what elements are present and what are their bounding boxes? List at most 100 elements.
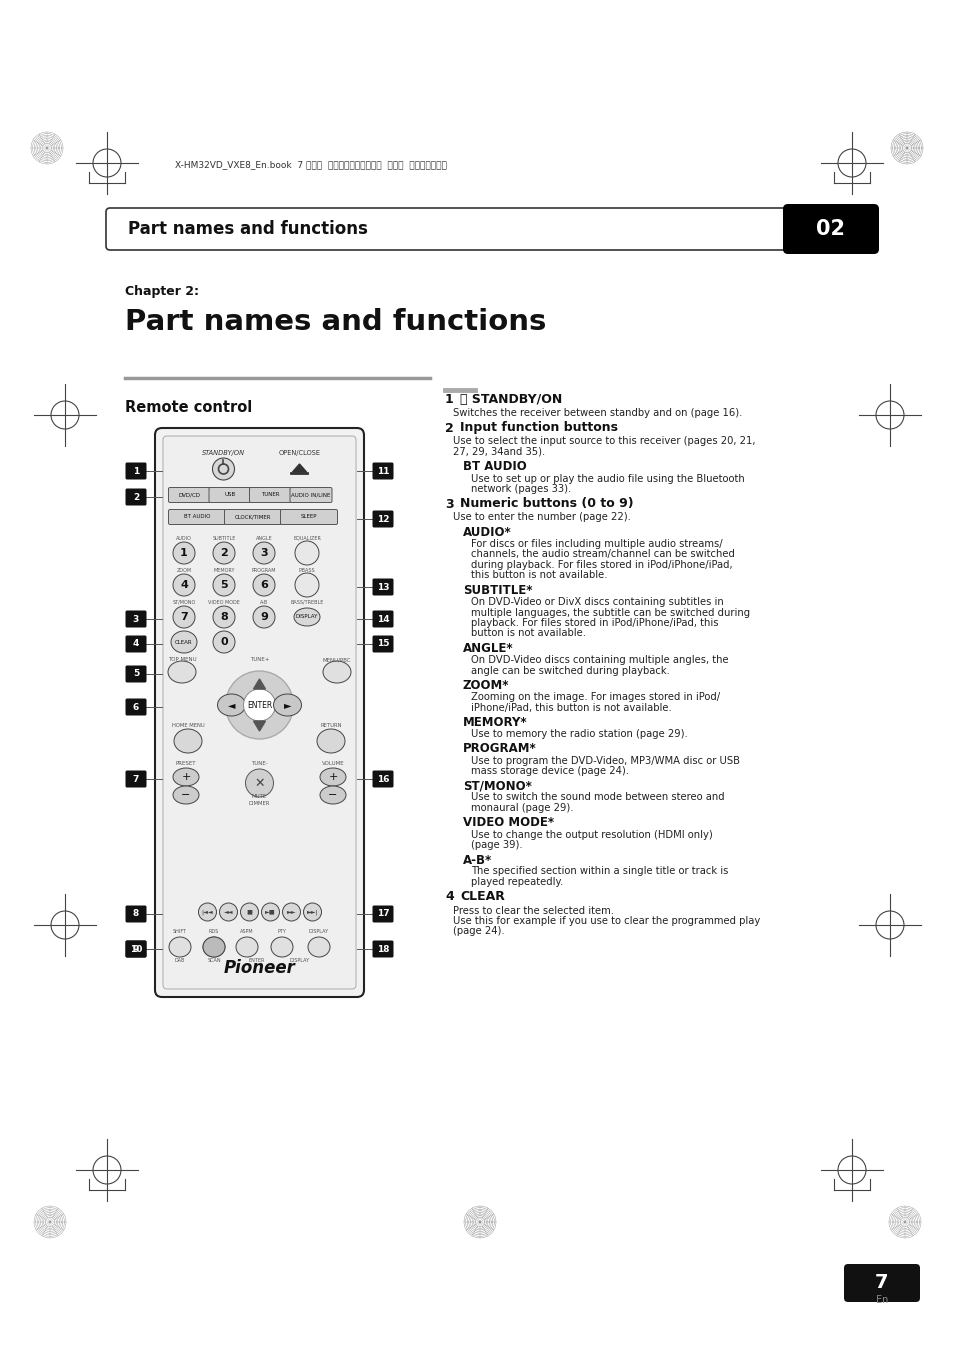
Ellipse shape xyxy=(172,541,194,564)
Ellipse shape xyxy=(168,662,195,683)
Text: DIMMER: DIMMER xyxy=(249,801,270,806)
Ellipse shape xyxy=(213,574,234,595)
Text: A-B*: A-B* xyxy=(462,853,492,867)
Text: OPEN/CLOSE: OPEN/CLOSE xyxy=(278,450,320,456)
Text: ENTER: ENTER xyxy=(249,958,265,963)
FancyBboxPatch shape xyxy=(126,666,147,683)
Text: Remote control: Remote control xyxy=(125,400,252,414)
FancyBboxPatch shape xyxy=(372,510,393,528)
FancyBboxPatch shape xyxy=(126,941,147,957)
Text: playback. For files stored in iPod/iPhone/iPad, this: playback. For files stored in iPod/iPhon… xyxy=(471,618,718,628)
Text: 02: 02 xyxy=(816,219,844,239)
Text: SUBTITLE*: SUBTITLE* xyxy=(462,585,532,597)
FancyBboxPatch shape xyxy=(163,436,355,990)
Text: ANGLE*: ANGLE* xyxy=(462,643,513,655)
Text: BT AUDIO: BT AUDIO xyxy=(184,514,210,520)
Text: Use to switch the sound mode between stereo and: Use to switch the sound mode between ste… xyxy=(471,792,724,802)
Text: On DVD-Video discs containing multiple angles, the: On DVD-Video discs containing multiple a… xyxy=(471,655,728,666)
Text: 4: 4 xyxy=(444,891,454,903)
Ellipse shape xyxy=(253,574,274,595)
Text: TUNE-: TUNE- xyxy=(251,761,268,765)
Text: EQUALIZER: EQUALIZER xyxy=(293,536,320,540)
Text: AUDIO*: AUDIO* xyxy=(462,526,511,539)
Ellipse shape xyxy=(271,937,293,957)
Text: ■: ■ xyxy=(246,910,253,914)
Ellipse shape xyxy=(172,768,199,786)
Text: 5: 5 xyxy=(132,670,139,679)
Text: angle can be switched during playback.: angle can be switched during playback. xyxy=(471,666,669,675)
Ellipse shape xyxy=(169,937,191,957)
FancyBboxPatch shape xyxy=(126,489,147,505)
Text: TUNE+: TUNE+ xyxy=(250,657,269,661)
Text: ⏻ STANDBY/ON: ⏻ STANDBY/ON xyxy=(459,393,561,406)
Text: 3: 3 xyxy=(132,614,139,624)
FancyBboxPatch shape xyxy=(169,487,211,502)
Text: PRESET: PRESET xyxy=(175,761,196,765)
Text: SLEEP: SLEEP xyxy=(300,514,317,520)
Ellipse shape xyxy=(316,729,345,753)
Text: +: + xyxy=(328,772,337,782)
Text: 3: 3 xyxy=(260,548,268,558)
FancyBboxPatch shape xyxy=(126,941,147,957)
Text: 1: 1 xyxy=(444,393,454,406)
Text: multiple languages, the subtitle can be switched during: multiple languages, the subtitle can be … xyxy=(471,608,749,617)
Ellipse shape xyxy=(243,688,275,721)
FancyBboxPatch shape xyxy=(372,579,393,595)
Text: 4: 4 xyxy=(132,640,139,648)
Text: A-B: A-B xyxy=(259,599,268,605)
Text: 2: 2 xyxy=(132,493,139,501)
Text: Use to set up or play the audio file using the Bluetooth: Use to set up or play the audio file usi… xyxy=(471,474,744,483)
Text: 3: 3 xyxy=(444,498,453,510)
Text: BASS/TREBLE: BASS/TREBLE xyxy=(290,599,323,605)
Text: 11: 11 xyxy=(376,467,389,475)
Text: mass storage device (page 24).: mass storage device (page 24). xyxy=(471,765,628,776)
Text: |◄◄: |◄◄ xyxy=(201,910,213,915)
Text: ►►|: ►►| xyxy=(306,910,318,915)
Text: 7: 7 xyxy=(874,1273,888,1292)
Text: 9: 9 xyxy=(132,945,139,953)
Circle shape xyxy=(213,458,234,481)
Text: DAB: DAB xyxy=(174,958,185,963)
Ellipse shape xyxy=(213,541,234,564)
Text: Use to enter the number (page 22).: Use to enter the number (page 22). xyxy=(453,513,630,522)
FancyBboxPatch shape xyxy=(372,610,393,628)
Text: VIDEO MODE*: VIDEO MODE* xyxy=(462,817,554,829)
Text: 18: 18 xyxy=(376,945,389,953)
Text: button is not available.: button is not available. xyxy=(471,629,585,639)
FancyBboxPatch shape xyxy=(250,487,292,502)
Text: VOLUME: VOLUME xyxy=(321,761,344,765)
FancyBboxPatch shape xyxy=(372,636,393,652)
Text: MEMORY: MEMORY xyxy=(213,567,234,572)
Text: 9: 9 xyxy=(260,612,268,622)
Ellipse shape xyxy=(294,572,318,597)
Text: ►►: ►► xyxy=(287,910,296,914)
Ellipse shape xyxy=(294,541,318,566)
Text: X-HM32VD_VXE8_En.book  7 ページ  ２０１４年３月２８日  金曜日  午後２時１９分: X-HM32VD_VXE8_En.book 7 ページ ２０１４年３月２８日 金… xyxy=(174,161,446,170)
FancyBboxPatch shape xyxy=(372,463,393,479)
Ellipse shape xyxy=(261,903,279,921)
Text: ZOOM: ZOOM xyxy=(176,567,192,572)
FancyBboxPatch shape xyxy=(843,1264,919,1301)
Text: during playback. For files stored in iPod/iPhone/iPad,: during playback. For files stored in iPo… xyxy=(471,560,732,570)
Text: 16: 16 xyxy=(376,775,389,783)
Text: DISPLAY: DISPLAY xyxy=(295,614,318,620)
Text: 12: 12 xyxy=(376,514,389,524)
Text: RETURN: RETURN xyxy=(320,724,341,728)
Text: Input function buttons: Input function buttons xyxy=(459,421,618,435)
Text: Use to program the DVD-Video, MP3/WMA disc or USB: Use to program the DVD-Video, MP3/WMA di… xyxy=(471,756,740,765)
Text: SCAN: SCAN xyxy=(207,958,220,963)
Text: 8: 8 xyxy=(132,910,139,918)
Ellipse shape xyxy=(253,606,274,628)
Text: 7: 7 xyxy=(132,775,139,783)
Text: ST/MONO*: ST/MONO* xyxy=(462,779,532,792)
Text: AUDIO: AUDIO xyxy=(176,536,192,540)
Text: The specified section within a single title or track is: The specified section within a single ti… xyxy=(471,867,727,876)
Ellipse shape xyxy=(203,937,225,957)
Text: Pioneer: Pioneer xyxy=(223,958,295,977)
Ellipse shape xyxy=(225,671,294,738)
FancyBboxPatch shape xyxy=(372,941,393,957)
Text: (page 39).: (page 39). xyxy=(471,840,522,850)
Text: 2: 2 xyxy=(444,421,454,435)
Text: HOME MENU: HOME MENU xyxy=(172,724,204,728)
Text: 7: 7 xyxy=(180,612,188,622)
